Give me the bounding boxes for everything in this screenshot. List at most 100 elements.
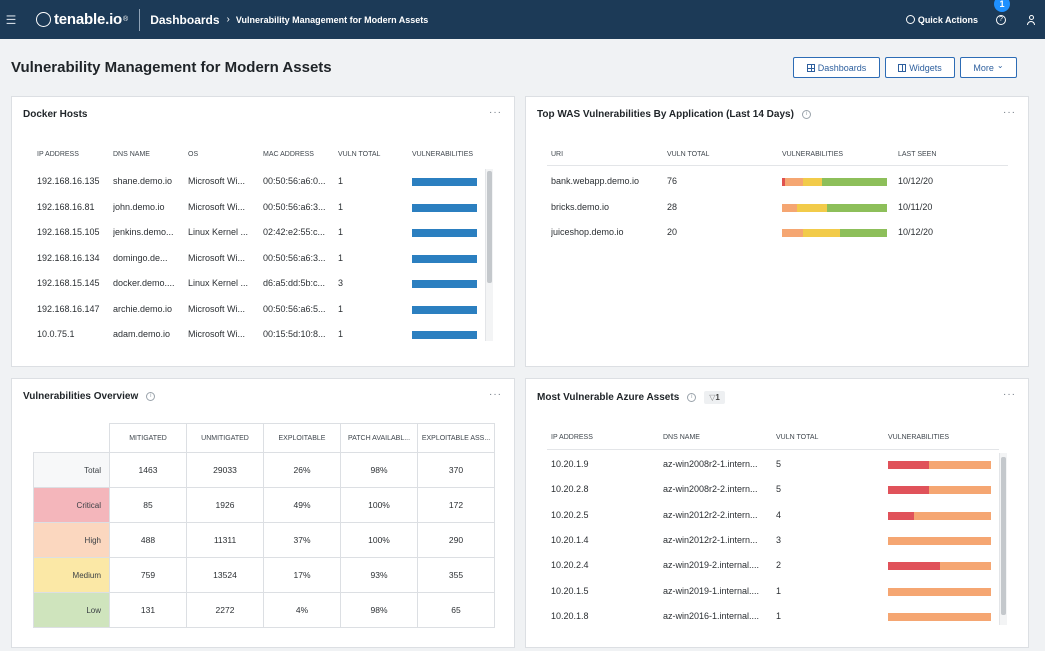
bar-segment xyxy=(785,178,803,186)
matrix-cell[interactable]: 11311 xyxy=(186,522,264,558)
matrix-cell[interactable]: 26% xyxy=(263,452,341,488)
matrix-cell[interactable]: 355 xyxy=(417,557,495,593)
panel-menu-icon[interactable]: ··· xyxy=(489,107,502,118)
column-header[interactable]: PATCH AVAILABL... xyxy=(340,423,418,453)
column-header[interactable]: VULN TOTAL xyxy=(776,434,819,441)
table-row[interactable]: 10.20.1.9 az-win2008r2-1.intern... 5 xyxy=(526,452,1028,477)
vulnerability-bar[interactable] xyxy=(412,229,477,237)
scrollbar-thumb[interactable] xyxy=(487,171,492,283)
matrix-cell[interactable]: 93% xyxy=(340,557,418,593)
more-button[interactable]: More ⌄ xyxy=(960,57,1017,78)
dashboards-button[interactable]: Dashboards xyxy=(793,57,880,78)
vulnerability-bar[interactable] xyxy=(888,461,991,469)
tenable-logo[interactable]: tenable.io ® xyxy=(36,10,128,30)
vulnerability-bar[interactable] xyxy=(888,562,991,571)
vulnerability-bar[interactable] xyxy=(888,536,991,545)
column-header[interactable]: VULNERABILITIES xyxy=(782,151,844,158)
scrollbar-thumb[interactable] xyxy=(1001,457,1006,615)
vulnerability-bar[interactable] xyxy=(412,254,477,263)
column-header[interactable]: VULNERABILITIES xyxy=(888,434,950,441)
matrix-cell[interactable]: 172 xyxy=(417,487,495,523)
table-row[interactable]: bricks.demo.io 28 10/11/20 xyxy=(526,195,1028,220)
column-header[interactable]: EXPLOITABLE xyxy=(263,423,341,453)
info-icon[interactable]: i xyxy=(687,393,697,402)
matrix-cell[interactable]: 98% xyxy=(340,592,418,628)
column-header[interactable]: LAST SEEN xyxy=(898,151,937,158)
vulnerability-bar[interactable] xyxy=(412,203,477,212)
widgets-button[interactable]: Widgets xyxy=(885,57,955,78)
user-icon[interactable] xyxy=(1025,14,1037,25)
matrix-cell[interactable]: 290 xyxy=(417,522,495,558)
vulnerability-bar[interactable] xyxy=(888,511,991,520)
matrix-cell[interactable]: 370 xyxy=(417,452,495,488)
table-row[interactable]: juiceshop.demo.io 20 10/12/20 xyxy=(526,220,1028,245)
table-row[interactable]: 10.0.75.1 adam.demo.io Microsoft Wi... 00:1… xyxy=(12,322,514,347)
menu-icon[interactable]: ☰ xyxy=(5,12,17,27)
matrix-cell[interactable]: 17% xyxy=(263,557,341,593)
table-row[interactable]: 10.20.1.8 az-win2016-1.internal.... 1 xyxy=(526,604,1028,629)
column-header[interactable]: IP ADDRESS xyxy=(37,151,79,158)
matrix-cell[interactable]: 49% xyxy=(263,487,341,523)
column-header[interactable]: VULN TOTAL xyxy=(338,151,381,158)
vulnerability-bar[interactable] xyxy=(412,178,477,186)
column-header[interactable]: MITIGATED xyxy=(109,423,187,453)
matrix-cell[interactable]: 759 xyxy=(109,557,187,593)
vulnerability-bar[interactable] xyxy=(888,612,991,621)
table-row[interactable]: 10.20.2.4 az-win2019-2.internal.... 2 xyxy=(526,553,1028,578)
matrix-cell[interactable]: 37% xyxy=(263,522,341,558)
matrix-cell[interactable]: 1926 xyxy=(186,487,264,523)
column-header[interactable]: EXPLOITABLE ASS... xyxy=(417,423,495,453)
matrix-cell[interactable]: 13524 xyxy=(186,557,264,593)
panel-menu-icon[interactable]: ··· xyxy=(489,389,502,400)
panel-menu-icon[interactable]: ··· xyxy=(1003,389,1016,400)
matrix-cell[interactable]: 2272 xyxy=(186,592,264,628)
column-header[interactable]: MAC ADDRESS xyxy=(263,151,314,158)
quick-actions-button[interactable]: Quick Actions xyxy=(905,15,978,25)
vulnerability-bar[interactable] xyxy=(412,331,477,339)
vulnerability-bar[interactable] xyxy=(888,486,991,495)
matrix-cell[interactable]: 85 xyxy=(109,487,187,523)
vulnerability-bar[interactable] xyxy=(782,178,887,186)
info-icon[interactable]: i xyxy=(146,392,156,401)
scrollbar[interactable] xyxy=(999,453,1007,625)
table-row[interactable]: 192.168.15.105 jenkins.demo... Linux Kerne… xyxy=(12,220,514,245)
matrix-cell[interactable]: 488 xyxy=(109,522,187,558)
matrix-cell[interactable]: 98% xyxy=(340,452,418,488)
vulnerability-bar[interactable] xyxy=(412,305,477,314)
table-row[interactable]: 192.168.16.81 john.demo.io Microsoft Wi...… xyxy=(12,195,514,220)
vulnerability-bar[interactable] xyxy=(888,587,991,596)
panel-menu-icon[interactable]: ··· xyxy=(1003,107,1016,118)
table-row[interactable]: bank.webapp.demo.io 76 10/12/20 xyxy=(526,169,1028,194)
matrix-cell[interactable]: 131 xyxy=(109,592,187,628)
table-row[interactable]: 10.20.2.8 az-win2008r2-2.intern... 5 xyxy=(526,477,1028,502)
matrix-cell[interactable]: 65 xyxy=(417,592,495,628)
column-header[interactable]: OS xyxy=(188,151,199,158)
info-icon[interactable]: i xyxy=(801,110,811,119)
vulnerability-bar[interactable] xyxy=(412,280,477,288)
column-header[interactable]: DNS NAME xyxy=(663,434,700,441)
matrix-cell[interactable]: 29033 xyxy=(186,452,264,488)
breadcrumb-dashboards[interactable]: Dashboards xyxy=(150,12,220,27)
help-button[interactable]: ? 1 xyxy=(994,0,1010,25)
column-header[interactable]: UNMITIGATED xyxy=(186,423,264,453)
column-header[interactable]: URI xyxy=(551,151,564,158)
column-header[interactable]: DNS NAME xyxy=(113,151,150,158)
table-row[interactable]: 192.168.16.147 archie.demo.io Microsoft Wi… xyxy=(12,297,514,322)
table-row[interactable]: 192.168.16.134 domingo.de... Microsoft Wi.… xyxy=(12,246,514,271)
matrix-cell[interactable]: 4% xyxy=(263,592,341,628)
column-header[interactable]: VULNERABILITIES xyxy=(412,151,474,158)
vulnerability-bar[interactable] xyxy=(782,229,887,237)
matrix-cell[interactable]: 1463 xyxy=(109,452,187,488)
column-header[interactable]: VULN TOTAL xyxy=(667,151,710,158)
scrollbar[interactable] xyxy=(485,169,493,341)
table-row[interactable]: 10.20.2.5 az-win2012r2-2.intern... 4 xyxy=(526,503,1028,528)
matrix-cell[interactable]: 100% xyxy=(340,522,418,558)
table-row[interactable]: 10.20.1.5 az-win2019-1.internal.... 1 xyxy=(526,579,1028,604)
filter-badge[interactable]: ▽1 xyxy=(704,391,725,404)
table-row[interactable]: 192.168.15.145 docker.demo.... Linux Kerne… xyxy=(12,271,514,296)
vulnerability-bar[interactable] xyxy=(782,203,887,212)
table-row[interactable]: 10.20.1.4 az-win2012r2-1.intern... 3 xyxy=(526,528,1028,553)
column-header[interactable]: IP ADDRESS xyxy=(551,434,593,441)
table-row[interactable]: 192.168.16.135 shane.demo.io Microsoft Wi.… xyxy=(12,169,514,194)
matrix-cell[interactable]: 100% xyxy=(340,487,418,523)
